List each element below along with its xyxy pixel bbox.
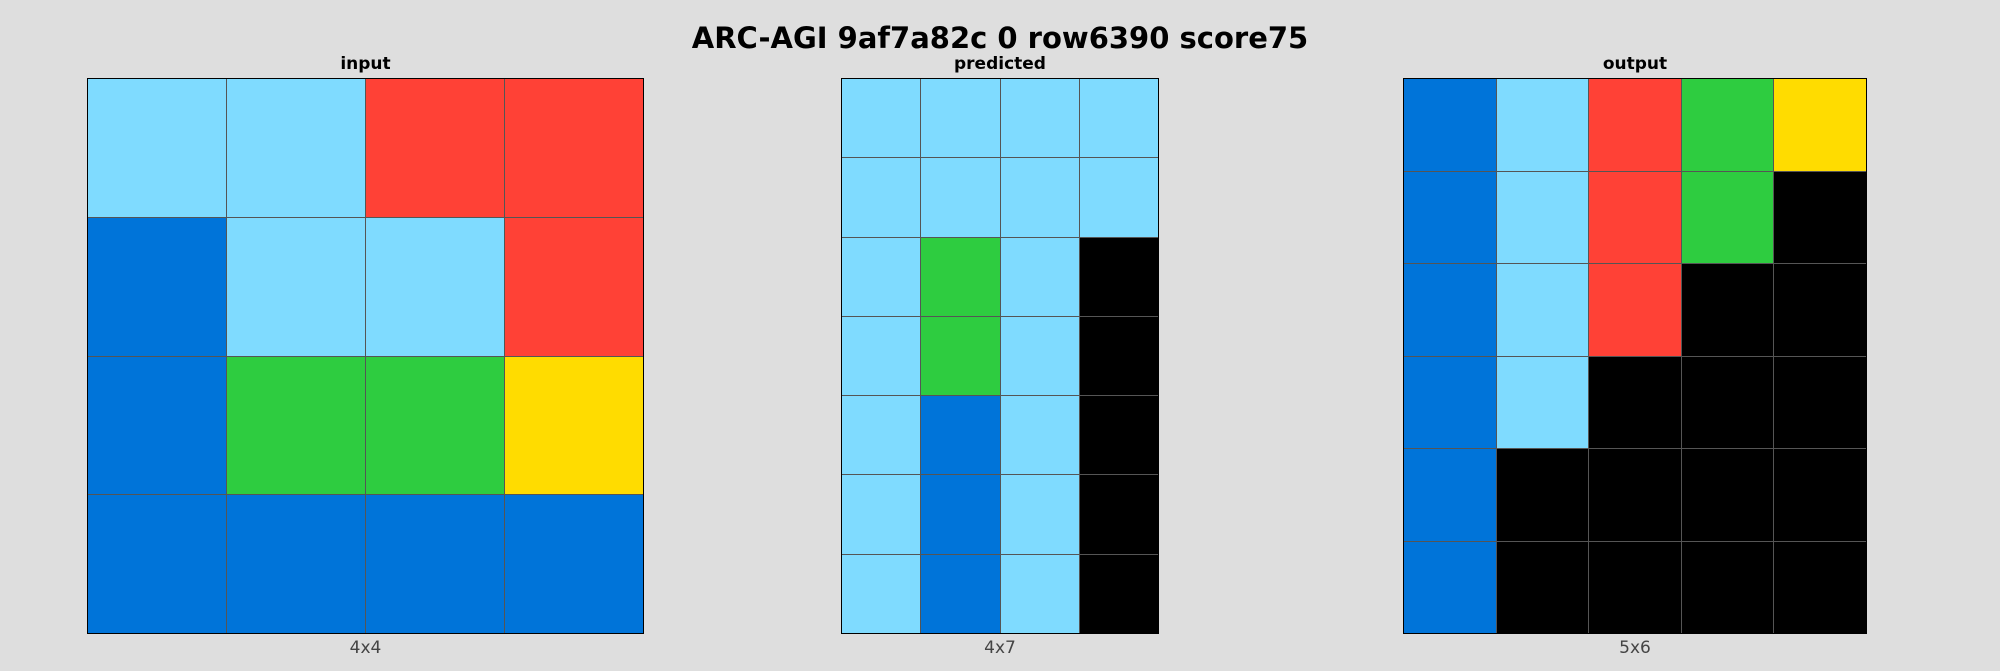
output-cell-r4-c2 [1589, 449, 1681, 541]
output-grid [1403, 78, 1867, 634]
output-cell-r0-c2 [1589, 79, 1681, 171]
predicted-cell-r1-c2 [1000, 158, 1079, 237]
output-grid-size: 5x6 [1619, 638, 1651, 658]
output-cell-r3-c1 [1496, 356, 1589, 448]
output-cell-r5-c1 [1496, 541, 1589, 633]
output-cell-r3-c4 [1774, 356, 1866, 448]
predicted-grid-size: 4x7 [984, 638, 1016, 658]
predicted-cell-r5-c2 [1000, 475, 1079, 554]
input-cell-r0-c3 [505, 79, 643, 217]
predicted-cell-r1-c3 [1079, 158, 1158, 237]
output-cell-r1-c0 [1404, 171, 1496, 263]
input-grid-size: 4x4 [349, 638, 382, 658]
input-cell-r0-c0 [88, 79, 226, 217]
output-cell-r4-c0 [1404, 449, 1496, 541]
output-cell-r1-c1 [1496, 171, 1589, 263]
predicted-grid [841, 78, 1159, 634]
predicted-cell-r3-c2 [1000, 316, 1079, 396]
predicted-cell-r6-c0 [842, 554, 921, 633]
output-cell-r3-c2 [1589, 356, 1681, 448]
input-cell-r3-c3 [505, 495, 643, 633]
predicted-cell-r1-c0 [842, 158, 921, 237]
output-cell-r5-c2 [1589, 541, 1681, 633]
output-cell-r3-c0 [1404, 356, 1496, 448]
output-cell-r1-c3 [1681, 171, 1774, 263]
input-cell-r2-c1 [227, 356, 365, 495]
predicted-cell-r5-c1 [921, 475, 1000, 554]
input-cell-r1-c1 [227, 217, 365, 356]
output-cell-r2-c0 [1404, 264, 1496, 356]
predicted-cell-r4-c2 [1000, 396, 1079, 475]
predicted-cell-r6-c2 [1000, 554, 1079, 633]
input-cell-r0-c1 [227, 79, 365, 217]
output-cell-r2-c4 [1774, 264, 1866, 356]
output-cell-r2-c1 [1496, 264, 1589, 356]
predicted-cell-r4-c1 [921, 396, 1000, 475]
input-cell-r2-c0 [88, 356, 226, 495]
input-cell-r3-c0 [88, 495, 226, 633]
output-cell-r0-c4 [1774, 79, 1866, 171]
output-cell-r0-c0 [1404, 79, 1496, 171]
predicted-cell-r5-c0 [842, 475, 921, 554]
output-cell-r0-c1 [1496, 79, 1589, 171]
predicted-cell-r2-c1 [921, 237, 1000, 316]
predicted-cell-r0-c1 [921, 79, 1000, 158]
output-cell-r1-c2 [1589, 171, 1681, 263]
input-cell-r0-c2 [366, 79, 504, 217]
input-cell-r1-c0 [88, 217, 226, 356]
output-cell-r2-c3 [1681, 264, 1774, 356]
output-cell-r4-c3 [1681, 449, 1774, 541]
input-cell-r2-c3 [505, 356, 643, 495]
predicted-cell-r0-c2 [1000, 79, 1079, 158]
predicted-cell-r2-c2 [1000, 237, 1079, 316]
output-cell-r5-c4 [1774, 541, 1866, 633]
output-cell-r0-c3 [1681, 79, 1774, 171]
predicted-cell-r5-c3 [1079, 475, 1158, 554]
predicted-panel-title: predicted [954, 54, 1046, 74]
predicted-cell-r6-c1 [921, 554, 1000, 633]
input-cell-r2-c2 [366, 356, 504, 495]
predicted-cell-r3-c1 [921, 316, 1000, 396]
predicted-cell-r3-c3 [1079, 316, 1158, 396]
predicted-cell-r6-c3 [1079, 554, 1158, 633]
input-cell-r3-c2 [366, 495, 504, 633]
input-grid [87, 78, 644, 634]
output-cell-r4-c4 [1774, 449, 1866, 541]
output-cell-r5-c0 [1404, 541, 1496, 633]
predicted-cell-r1-c1 [921, 158, 1000, 237]
predicted-cell-r4-c0 [842, 396, 921, 475]
predicted-cell-r0-c0 [842, 79, 921, 158]
predicted-cell-r2-c0 [842, 237, 921, 316]
input-cell-r1-c3 [505, 217, 643, 356]
input-cell-r1-c2 [366, 217, 504, 356]
output-cell-r1-c4 [1774, 171, 1866, 263]
output-cell-r4-c1 [1496, 449, 1589, 541]
input-cell-r3-c1 [227, 495, 365, 633]
predicted-cell-r0-c3 [1079, 79, 1158, 158]
output-cell-r3-c3 [1681, 356, 1774, 448]
output-panel-title: output [1602, 54, 1668, 74]
output-cell-r2-c2 [1589, 264, 1681, 356]
predicted-cell-r3-c0 [842, 316, 921, 396]
predicted-cell-r2-c3 [1079, 237, 1158, 316]
figure-title: ARC-AGI 9af7a82c 0 row6390 score75 [691, 21, 1309, 55]
input-panel-title: input [340, 54, 391, 74]
output-cell-r5-c3 [1681, 541, 1774, 633]
predicted-cell-r4-c3 [1079, 396, 1158, 475]
